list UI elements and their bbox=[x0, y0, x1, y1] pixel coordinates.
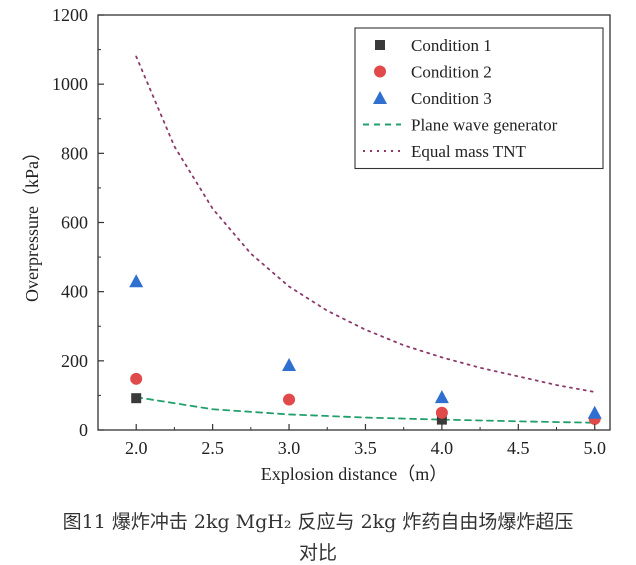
legend-box bbox=[354, 27, 604, 170]
legend-condition-1-marker bbox=[375, 40, 385, 50]
legend-condition-1-label: Condition 1 bbox=[411, 36, 492, 55]
x-tick-label: 4.0 bbox=[431, 438, 454, 458]
figure-caption: 图11 爆炸冲击 2kg MgH₂ 反应与 2kg 炸药自由场爆炸超压 bbox=[62, 511, 574, 533]
data-point-condition-3 bbox=[129, 274, 144, 288]
y-axis-label: Overpressure（kPa） bbox=[22, 143, 42, 302]
series-line-equal-mass-tnt bbox=[135, 55, 596, 393]
axes: 2.0 2.5 3.0 3.5 4.0 4.5 5.0 0 200 400 600 800 1000 12… bbox=[22, 5, 611, 484]
x-axis-label: Explosion distance（m） bbox=[261, 464, 447, 484]
legend-condition-3-label: Condition 3 bbox=[411, 89, 492, 108]
x-tick-label: 5.0 bbox=[583, 438, 606, 458]
x-tick-label: 3.0 bbox=[278, 438, 301, 458]
figure-caption-continued: 对比 bbox=[298, 542, 337, 564]
legend-plane-wave-generator-label: Plane wave generator bbox=[411, 116, 558, 135]
legend: Condition 1 Condition 2 Condition 3 Plane w… bbox=[354, 27, 604, 170]
data-point-condition-2 bbox=[283, 393, 296, 406]
plot-area bbox=[129, 55, 602, 425]
legend-condition-2-marker bbox=[374, 65, 386, 78]
data-point-condition-2 bbox=[435, 406, 448, 419]
y-tick-label: 600 bbox=[61, 213, 88, 233]
legend-equal-mass-tnt-label: Equal mass TNT bbox=[411, 142, 527, 161]
y-tick-label: 400 bbox=[61, 282, 88, 302]
y-tick-label: 1200 bbox=[52, 5, 88, 25]
y-tick-label: 0 bbox=[79, 420, 88, 440]
data-point-condition-3 bbox=[282, 357, 297, 371]
legend-condition-3-marker bbox=[373, 91, 387, 104]
y-tick-label: 200 bbox=[61, 351, 88, 371]
x-tick-label: 2.5 bbox=[201, 438, 224, 458]
x-tick-label: 2.0 bbox=[125, 438, 148, 458]
legend-condition-2-label: Condition 2 bbox=[411, 63, 492, 82]
x-tick-label: 3.5 bbox=[354, 438, 377, 458]
y-tick-label: 1000 bbox=[52, 74, 88, 94]
series-line-plane-wave-generator bbox=[135, 396, 596, 424]
data-point-condition-1 bbox=[436, 414, 447, 425]
x-tick-label: 4.5 bbox=[507, 438, 530, 458]
data-point-condition-3 bbox=[434, 390, 449, 404]
data-point-condition-3 bbox=[587, 405, 602, 419]
y-tick-label: 800 bbox=[61, 143, 88, 163]
data-point-condition-1 bbox=[131, 393, 142, 404]
data-point-condition-2 bbox=[130, 372, 143, 385]
